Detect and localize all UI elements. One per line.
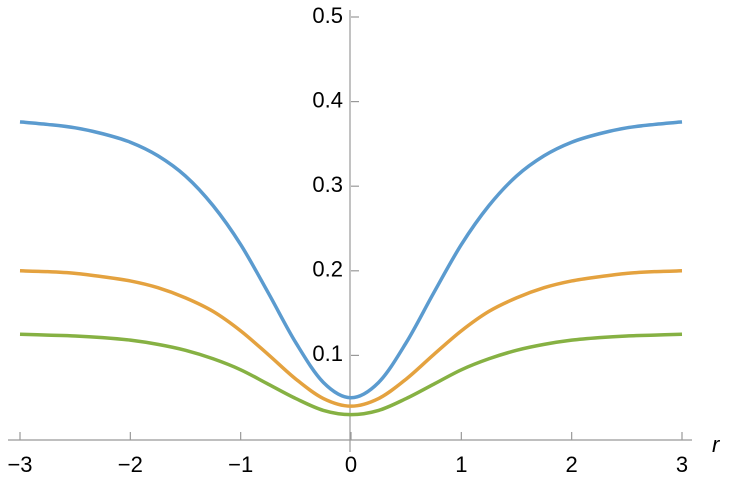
- curve: [19, 332, 683, 417]
- y-tick-label: 0.1: [312, 341, 343, 366]
- x-tick-label: 0: [345, 452, 357, 477]
- y-tick-label: 0.4: [312, 87, 343, 112]
- x-axis-label: r: [712, 432, 721, 457]
- x-tick-label: 2: [566, 452, 578, 477]
- x-tick-label: 3: [676, 452, 688, 477]
- x-tick-label: 1: [455, 452, 467, 477]
- curve: [19, 269, 683, 408]
- y-tick-label: 0.2: [312, 257, 343, 282]
- curve: [19, 120, 683, 400]
- x-tick-label: −1: [228, 452, 253, 477]
- x-tick-label: −2: [118, 452, 143, 477]
- x-tick-label: −3: [7, 452, 32, 477]
- y-tick-label: 0.3: [312, 172, 343, 197]
- y-tick-label: 0.5: [312, 3, 343, 28]
